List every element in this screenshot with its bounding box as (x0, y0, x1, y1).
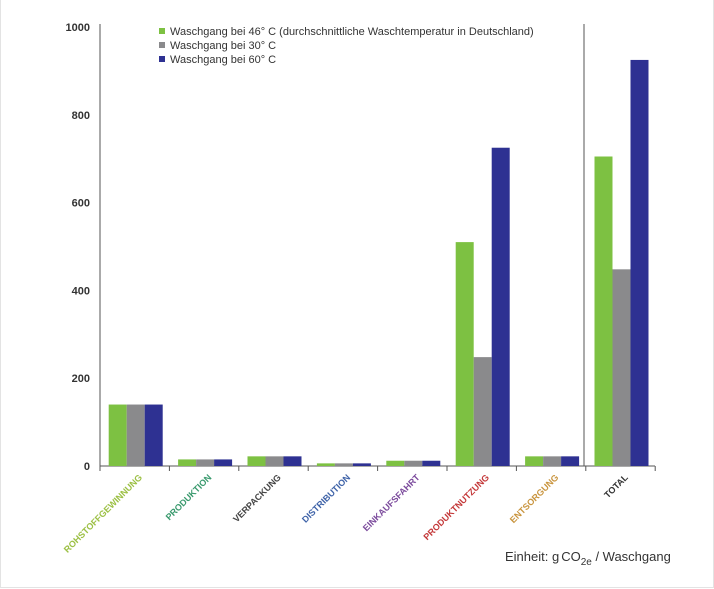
legend: Waschgang bei 46° C (durchschnittliche W… (159, 26, 534, 66)
unit-label: Einheit: g CO2e / Waschgang (505, 549, 671, 568)
bar-einkaufsfahrt-series-1 (386, 460, 405, 466)
bar-produktnutzung-series-3 (491, 147, 510, 466)
bar-total-series-1 (594, 156, 613, 466)
bar-produktnutzung-series-2 (473, 357, 492, 466)
bar-entsorgung-series-2 (543, 456, 562, 466)
y-tick-label: 400 (72, 285, 90, 297)
unit-suffix: / Waschgang (592, 549, 671, 564)
bar-einkaufsfahrt-series-2 (404, 460, 423, 466)
bar-entsorgung-series-1 (525, 456, 544, 466)
bar-distribution-series-3 (352, 463, 371, 466)
bar-produktion-series-2 (196, 459, 215, 466)
bar-produktnutzung-series-1 (455, 242, 474, 466)
bar-produktion-series-1 (178, 459, 197, 466)
category-label: TOTAL (602, 472, 630, 500)
bar-rohstoffgewinnung-series-3 (144, 404, 163, 466)
unit-sub: 2e (581, 557, 593, 568)
unit-main: CO (561, 549, 581, 564)
y-tick-label: 1000 (66, 22, 90, 34)
legend-swatch (159, 56, 165, 62)
bar-einkaufsfahrt-series-3 (422, 460, 441, 466)
bar-total-series-2 (612, 269, 631, 466)
x-tick-marks (99, 466, 656, 471)
bar-produktion-series-3 (214, 459, 233, 466)
category-label: EINKAUFSFAHRT (361, 472, 422, 533)
axes (99, 24, 655, 467)
category-label: DISTRIBUTION (300, 472, 352, 524)
category-label: PRODUKTNUTZUNG (421, 472, 491, 542)
bar-total-series-3 (630, 59, 649, 467)
y-tick-label: 600 (72, 198, 90, 210)
bars (108, 59, 649, 467)
category-labels: ROHSTOFFGEWINNUNG PRODUKTION VERPACKUNG DIS… (62, 472, 630, 555)
bar-verpackung-series-1 (247, 456, 266, 466)
category-label: ROHSTOFFGEWINNUNG (62, 472, 144, 554)
bar-rohstoffgewinnung-series-1 (108, 404, 127, 466)
legend-label: Waschgang bei 46° C (durchschnittliche W… (170, 26, 534, 38)
bar-rohstoffgewinnung-series-2 (126, 404, 145, 466)
y-tick-label: 0 (84, 461, 90, 473)
legend-label: Waschgang bei 60° C (170, 54, 276, 66)
bar-verpackung-series-3 (283, 456, 302, 466)
y-tick-labels: 0 200 400 600 800 1000 (66, 22, 90, 473)
bar-entsorgung-series-3 (561, 456, 580, 466)
bar-distribution-series-2 (334, 463, 353, 466)
category-label: VERPACKUNG (231, 472, 283, 524)
y-tick-label: 200 (72, 373, 90, 385)
category-label: PRODUKTION (164, 472, 214, 522)
bar-distribution-series-1 (316, 463, 335, 466)
unit-prefix: Einheit: g (505, 549, 559, 564)
bar-verpackung-series-2 (265, 456, 284, 466)
legend-swatch (159, 28, 165, 34)
legend-label: Waschgang bei 30° C (170, 40, 276, 52)
category-label: ENTSORGUNG (508, 472, 561, 525)
legend-swatch (159, 42, 165, 48)
y-tick-label: 800 (72, 110, 90, 122)
